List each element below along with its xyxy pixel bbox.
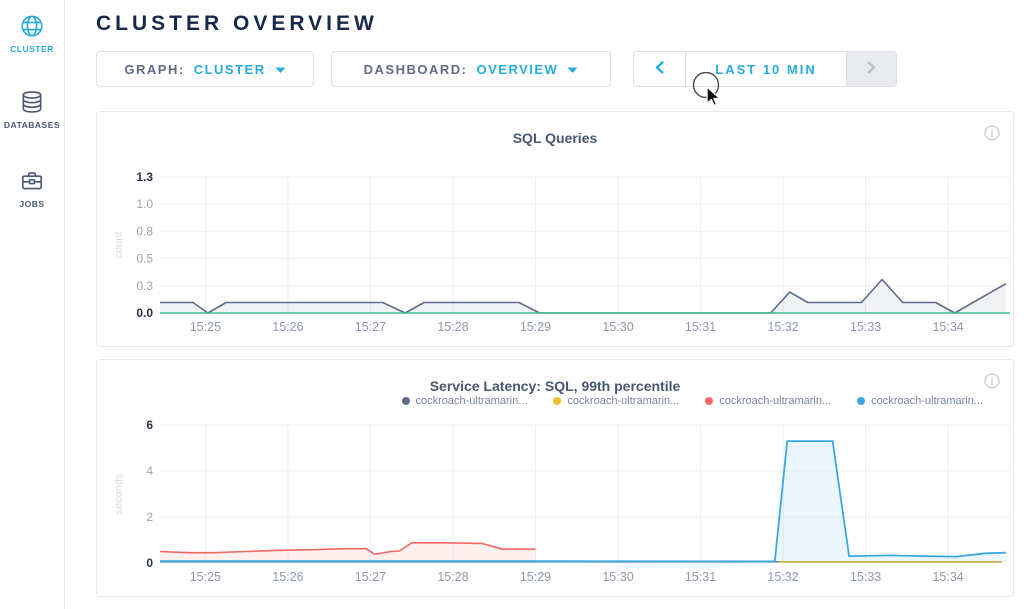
series-line-queries [160,278,1007,314]
y-tick-label: 2 [146,510,153,524]
legend-dot-icon [401,397,410,405]
chart-legend: cockroach-ultramarin... cockroach-ultrama… [97,393,983,409]
legend-label: cockroach-ultramarin... [719,395,832,407]
y-axis-label: seconds [113,473,125,514]
graph-dropdown-value: CLUSTER [193,61,266,77]
page-title: CLUSTER OVERVIEW [96,12,378,35]
graph-dropdown-label: GRAPH: [124,61,185,77]
legend-item[interactable]: cockroach-ultramarin... [705,395,831,407]
y-tick-label: 0.0 [136,306,153,320]
y-tick-label: 1.0 [136,197,153,211]
legend-dot-icon [705,397,714,405]
briefcase-icon [19,168,45,194]
legend-dot-icon [553,397,562,405]
info-icon[interactable] [984,373,1000,394]
x-tick-label: 15:32 [767,320,798,334]
sidebar-item-cluster[interactable]: CLUSTER [10,13,54,54]
chevron-left-icon [655,61,664,77]
y-tick-label: 0.3 [136,279,153,293]
legend-label: cockroach-ultramarin... [871,395,983,407]
y-tick-label: 0.5 [136,252,153,266]
sidebar-item-jobs[interactable]: JOBS [19,168,45,209]
globe-icon [19,13,45,39]
time-range-label[interactable]: LAST 10 MIN [715,61,817,77]
sidebar-item-databases[interactable]: DATABASES [4,89,60,130]
legend-dot-icon [857,397,866,405]
x-tick-label: 15:27 [355,320,386,334]
databases-icon [19,89,45,115]
x-tick-label: 15:28 [437,570,468,584]
dashboard-dropdown-label: DASHBOARD: [363,61,468,77]
x-tick-label: 15:32 [767,570,798,584]
chart-title: SQL Queries [512,130,598,146]
legend-item[interactable]: cockroach-ultramarin... [401,395,528,407]
time-range-prev-button[interactable] [634,52,686,86]
x-tick-label: 15:29 [520,320,551,334]
y-tick-label: 4 [146,464,153,478]
main-content: CLUSTER OVERVIEW GRAPH: CLUSTER DASHBOAR… [66,0,1032,597]
series-area-node-coral [160,542,536,563]
sidebar-item-label: DATABASES [3,120,61,130]
y-axis-label: count [113,232,125,259]
caret-down-icon [567,62,578,77]
x-tick-label: 15:27 [355,570,386,584]
y-tick-label: 0.8 [136,224,153,238]
time-range-picker: LAST 10 MIN [633,51,897,87]
x-tick-label: 15:30 [602,320,633,334]
sidebar: CLUSTER DATABASES JOBS [0,0,65,609]
toolbar: GRAPH: CLUSTER DASHBOARD: OVERVIEW LAST … [96,51,1032,87]
x-tick-label: 15:31 [685,570,716,584]
x-tick-label: 15:25 [190,320,221,334]
x-tick-label: 15:28 [437,320,468,334]
series-area-queries [160,279,1006,313]
chevron-right-icon [867,61,876,77]
chart-title: Service Latency: SQL, 99th percentile [429,378,681,394]
series-line-node-coral [159,542,536,556]
dashboard-dropdown[interactable]: DASHBOARD: OVERVIEW [331,51,611,87]
y-tick-label: 1.3 [136,170,153,184]
sql-queries-chart: 15:25 15:26 15:27 15:28 15:29 15:30 15:31 15:32… [113,170,1010,334]
graph-dropdown[interactable]: GRAPH: CLUSTER [96,51,314,87]
sql-queries-card: SQL Queries 15:25 15:26 15:27 15:28 15:29 15:… [96,111,1014,347]
x-tick-label: 15:25 [190,570,221,584]
x-tick-label: 15:26 [272,570,303,584]
legend-item[interactable]: cockroach-ultramarin... [857,395,983,407]
x-tick-label: 15:34 [932,570,963,584]
y-tick-label: 6 [146,418,153,432]
x-tick-label: 15:29 [520,570,551,584]
info-icon[interactable] [984,125,1000,146]
x-tick-label: 15:26 [272,320,303,334]
series-area-node-blue [160,441,1006,563]
x-tick-label: 15:34 [932,320,963,334]
legend-label: cockroach-ultramarin... [567,395,680,407]
x-tick-label: 15:30 [602,570,633,584]
caret-down-icon [275,62,286,77]
legend-label: cockroach-ultramarin... [415,395,528,407]
series-line-node-blue [160,440,1006,563]
sidebar-item-label: CLUSTER [10,44,54,54]
sidebar-item-label: JOBS [19,199,45,209]
time-range-next-button[interactable] [846,52,896,86]
y-tick-label: 0 [146,556,153,570]
x-tick-label: 15:33 [850,320,881,334]
legend-item[interactable]: cockroach-ultramarin... [553,395,679,407]
dashboard-dropdown-value: OVERVIEW [476,61,559,77]
x-tick-label: 15:33 [850,570,881,584]
x-tick-label: 15:31 [685,320,716,334]
service-latency-card: Service Latency: SQL, 99th percentile co… [96,359,1014,597]
